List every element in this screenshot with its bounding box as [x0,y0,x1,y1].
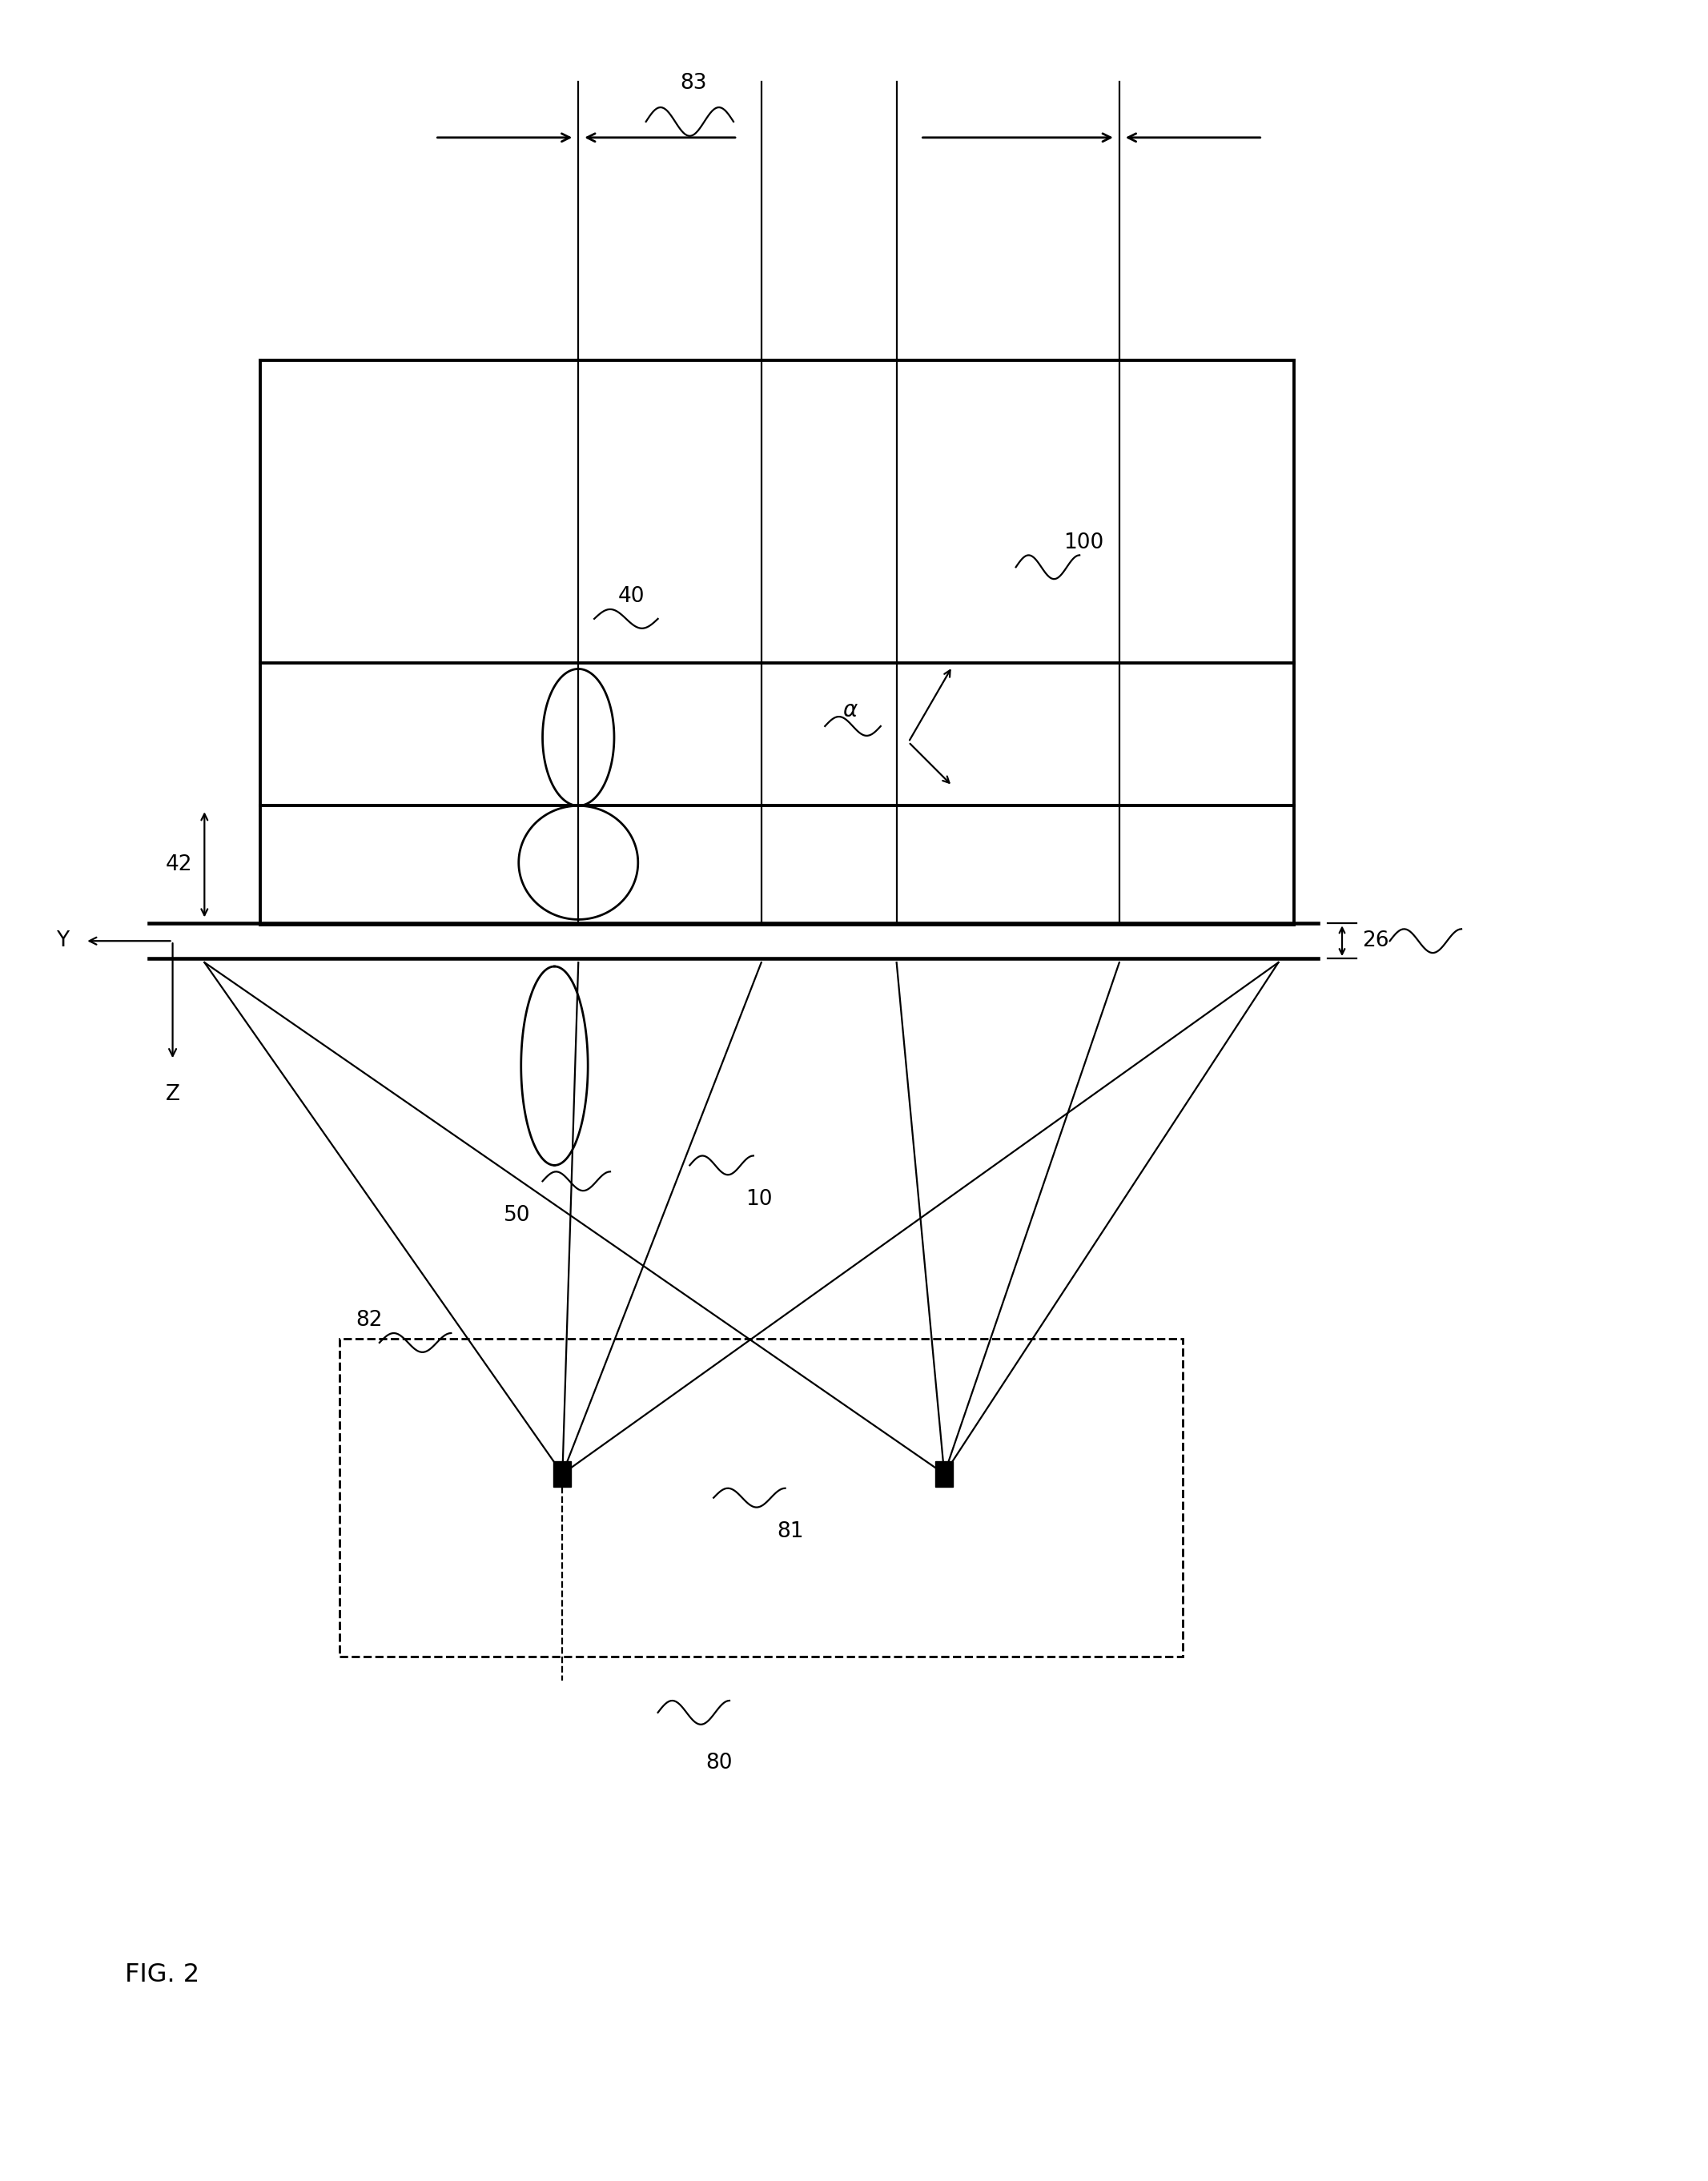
Bar [936,1461,953,1487]
Text: 83: 83 [680,72,707,94]
Text: FIG. 2: FIG. 2 [125,1963,200,1987]
Text: Y: Y [56,931,70,951]
Text: 26: 26 [1361,931,1389,951]
Text: 50: 50 [504,1206,531,1226]
Bar [553,1461,570,1487]
Text: Z: Z [166,1084,179,1106]
Text: 82: 82 [355,1311,383,1330]
Text: 10: 10 [745,1189,772,1210]
Text: α: α [842,700,857,722]
Bar [340,1339,1184,1658]
Text: 42: 42 [166,855,193,875]
Text: 81: 81 [777,1522,804,1542]
Text: 40: 40 [618,587,646,606]
Text: 80: 80 [705,1751,733,1773]
Text: 100: 100 [1064,532,1103,554]
